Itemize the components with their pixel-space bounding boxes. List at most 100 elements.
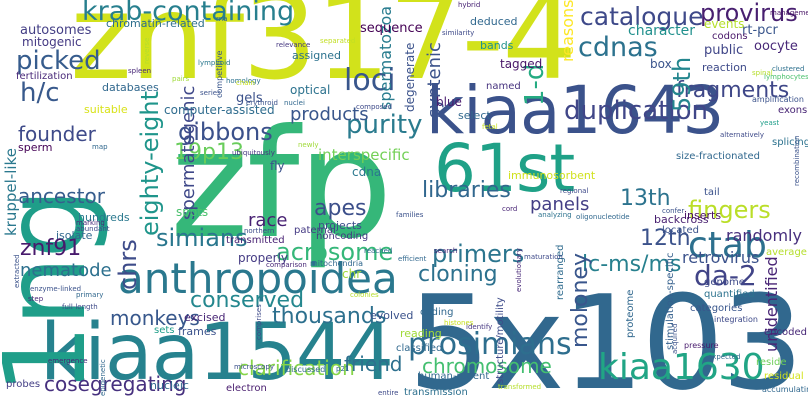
word-select: select (458, 109, 491, 122)
word-probes: probes (6, 379, 41, 390)
word-products: products (290, 104, 369, 125)
word-optical: optical (290, 83, 331, 97)
word-families: families (396, 211, 424, 219)
word-spots: spots (176, 205, 209, 219)
word-gibbons: gibbons (178, 118, 273, 146)
word-chromosome: chromosome (422, 354, 552, 378)
word-integration: integration (714, 315, 758, 324)
word-nuclei: nuclei (284, 99, 305, 107)
word-libraries: libraries (422, 178, 511, 203)
word-clustered: clustered (772, 65, 805, 73)
word-panels: panels (530, 194, 590, 215)
word-59th: 59th (668, 56, 696, 112)
word-kiaa1630: kiaa1630 (598, 347, 765, 388)
word-human-rodent: human-rodent (418, 371, 490, 382)
word-degenerate: degenerate (403, 42, 417, 112)
word-ctab: ctab (688, 225, 767, 266)
word-catalogue: catalogue (580, 2, 704, 31)
word-epigenetic: epigenetic (99, 359, 107, 396)
word-regional: regional (560, 187, 589, 195)
word-comprises: comprises (255, 304, 263, 340)
word-expected: expected (708, 353, 741, 361)
word-accumulating: accumulating (762, 385, 808, 394)
word-friend: friend (344, 352, 403, 376)
word-fingers: fingers (688, 196, 771, 224)
word-transformed: transformed (498, 383, 542, 391)
word-picked: picked (16, 46, 101, 76)
word-blue: blue (436, 95, 462, 109)
word-spleen: spleen (128, 67, 152, 75)
word-suitable: suitable (84, 103, 128, 116)
word-moloney: moloney (568, 253, 593, 348)
word-chain: chain (236, 79, 255, 87)
word-fetal: fetal (482, 123, 498, 131)
word-hundreds: hundreds (78, 211, 130, 224)
word-monkeys: monkeys (110, 306, 200, 330)
word-kiaa1544: kiaa1544 (40, 308, 394, 398)
word-comparison: comparison (266, 261, 307, 269)
word-exons: exons (778, 105, 808, 116)
word-extracted: extracted (13, 254, 21, 288)
word-19p13: 19p13 (174, 140, 244, 165)
word-mitogenic: mitogenic (22, 35, 82, 49)
word-maturation: maturation (524, 253, 563, 261)
word-codons: codons (712, 31, 748, 42)
word-abundant: abundant (76, 225, 110, 233)
word-size-fractionated: size-fractionated (676, 151, 760, 162)
word-rt-pcr: rt-pcr (742, 23, 778, 38)
word-tagged: tagged (500, 57, 543, 71)
word-duplication: duplication (564, 96, 708, 126)
word-assigned: assigned (292, 49, 341, 62)
word-oligonucleotide: oligonucleotide (576, 213, 630, 221)
word-yeast: yeast (760, 119, 780, 127)
word-pressure: pressure (684, 341, 719, 350)
word-encoded: encoded (764, 327, 807, 338)
word-coding: coding (420, 307, 454, 318)
word-5x103: 5x103 (408, 267, 804, 404)
word-noncoding: noncoding (316, 231, 369, 242)
word-located: located (662, 225, 699, 236)
word-colonies: colonies (350, 291, 379, 299)
word-chr: chr (342, 267, 362, 281)
word-newly: newly (298, 141, 319, 149)
word-simians: simians (156, 224, 248, 252)
word-average: average (766, 247, 807, 258)
word-amplification: amplification (752, 95, 804, 104)
word-properly: properly (238, 251, 288, 265)
word-homology: homology (226, 77, 261, 85)
word-inserts: inserts (684, 209, 722, 222)
word-separated: separated (320, 37, 356, 45)
word-12th: 12th (640, 226, 691, 251)
word-clarification: clarification (238, 356, 355, 380)
word-reaction: reaction (702, 61, 747, 74)
word-identify: identify (466, 323, 493, 331)
word-sperm: sperm (18, 141, 53, 154)
word-alternatively: alternatively (720, 131, 764, 139)
word-transmitted: transmitted (226, 235, 285, 246)
word-kiaa1643: kiaa1643 (426, 72, 724, 149)
word-thousands: thousands (272, 304, 387, 329)
word-h/c: h/c (20, 78, 60, 108)
word-oocyte: oocyte (754, 39, 798, 54)
word-13th: 13th (620, 186, 671, 211)
word-cosegregating: cosegregating (44, 372, 187, 396)
word-cord: cord (502, 205, 518, 213)
word-residual: residual (764, 371, 804, 382)
word-relevance: relevance (276, 41, 311, 49)
word-eighty-eight: eighty-eight (136, 90, 164, 236)
word-reasons: reasons (558, 0, 577, 62)
word-enzyme-linked: enzyme-linked (30, 285, 82, 293)
word-similarity: similarity (442, 29, 475, 37)
word-marking: marking (76, 219, 105, 227)
word-analyzing: analyzing (538, 211, 572, 219)
word-primary: primary (76, 291, 104, 299)
word-nucleic: nucleic (150, 379, 189, 392)
word-p21: p21 (336, 365, 350, 373)
word-evolutionary: evolutionary (515, 248, 523, 292)
word-interspecific: interspecific (318, 146, 410, 164)
word-step: step (28, 295, 44, 303)
word-znf317-4: znf317-4 (70, 0, 577, 106)
word-recombination: recombination (793, 135, 801, 186)
word-hybrid: hybrid (458, 1, 481, 9)
